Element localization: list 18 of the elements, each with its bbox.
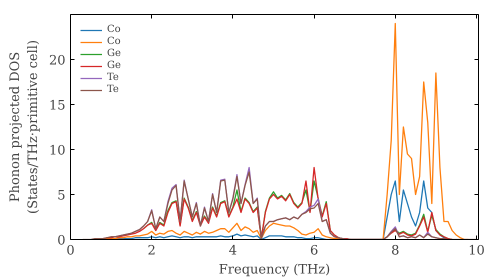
y-tick-label: 15 [48, 98, 66, 114]
legend-label: Co [107, 24, 122, 35]
y-axis-title: Phonon projected DOS (States/THz·primitive cell) [8, 40, 41, 214]
legend-label: Te [107, 84, 120, 95]
y-tick-label: 5 [57, 188, 66, 204]
x-tick-label: 10 [468, 244, 485, 258]
y-tick-label: 0 [57, 234, 66, 248]
x-tick-label: 4 [228, 244, 238, 258]
y-tick-label: 10 [48, 144, 66, 158]
x-tick-label: 6 [310, 244, 318, 258]
x-tick-label: 8 [391, 244, 400, 258]
x-tick-label: 2 [148, 244, 156, 258]
legend-label: Co [107, 36, 122, 47]
y-tick-label: 20 [48, 54, 66, 68]
x-axis-title: Frequency (THz) [218, 262, 330, 278]
legend-label: Ge [107, 48, 122, 59]
legend-label: Ge [107, 60, 122, 71]
legend-label: Te [107, 72, 120, 83]
